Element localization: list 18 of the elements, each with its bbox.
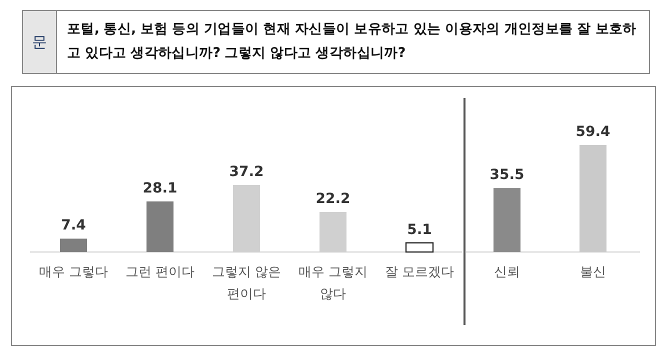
data-label: 35.5 (490, 167, 524, 184)
bar (60, 238, 87, 252)
x-tick-label: 매우 그렇지 않다 (298, 265, 368, 302)
x-tick-label: 그렇지 않은 편이다 (212, 265, 282, 302)
data-label: 37.2 (229, 164, 264, 180)
x-tick-label: 그런 편이다 (125, 265, 195, 280)
chart-title: 포털, 통신, 보험 등의 기업들이 현재 자신들이 보유하고 있는 이용자의 개인정보를 잘 보호하고 있다고 생각하십니까? 그렇지 않다고 생각하십니까? (66, 20, 638, 63)
x-tick-label: 매우 그렇다 (38, 265, 108, 280)
data-label: 7.4 (61, 218, 86, 234)
data-label: 59.4 (576, 124, 611, 140)
x-tick-label: 신뢰 (494, 265, 520, 280)
data-label: 5.1 (407, 222, 432, 238)
text: 문 (23, 11, 57, 73)
bar (146, 201, 174, 252)
data-label: 22.2 (316, 191, 350, 208)
x-tick-label: 잘 모르겠다 (384, 265, 454, 280)
x-tick-label: 불신 (580, 265, 606, 280)
data-label: 28.1 (142, 180, 178, 196)
